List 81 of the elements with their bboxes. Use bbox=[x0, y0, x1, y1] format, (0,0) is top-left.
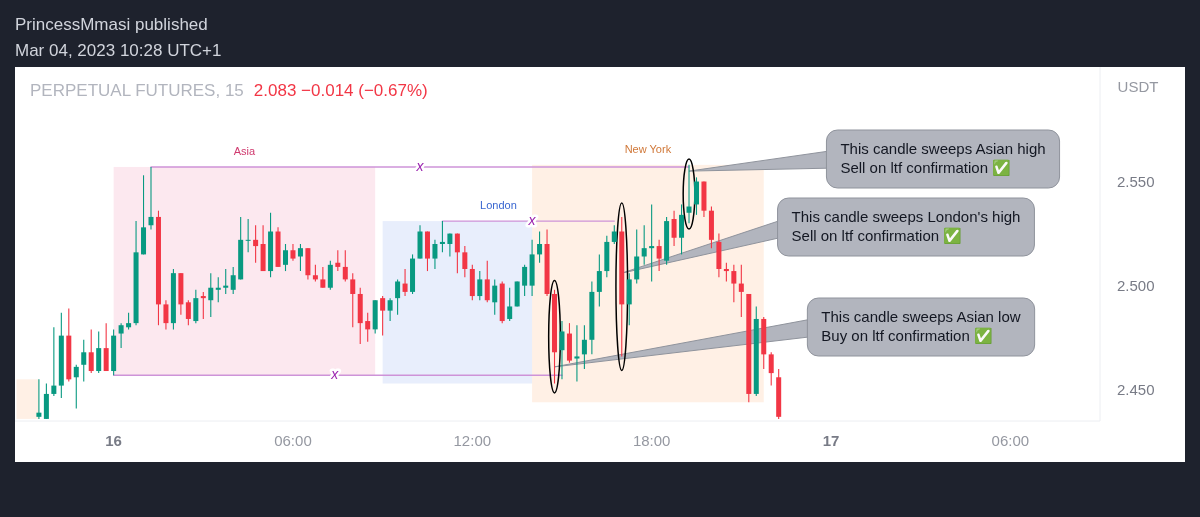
candlestick bbox=[484, 260, 490, 303]
annotation: This candle sweeps London's high Sell on ltf confirmation ✅ bbox=[791, 208, 1021, 245]
candlestick bbox=[350, 272, 356, 328]
candlestick bbox=[88, 328, 94, 374]
candlestick bbox=[559, 320, 565, 380]
candlestick bbox=[118, 322, 124, 349]
candlestick bbox=[492, 278, 498, 316]
candlestick bbox=[96, 330, 102, 374]
candlestick bbox=[81, 339, 87, 382]
candlestick bbox=[641, 224, 647, 266]
y-tick-label: 2.500 bbox=[1117, 276, 1155, 294]
candlestick bbox=[454, 233, 460, 274]
candlestick bbox=[283, 243, 289, 272]
candlestick bbox=[185, 299, 191, 326]
candlestick bbox=[611, 224, 617, 245]
candlestick bbox=[320, 266, 326, 289]
candlestick bbox=[253, 224, 259, 264]
candlestick bbox=[507, 287, 513, 322]
candlestick bbox=[462, 245, 468, 278]
candlestick bbox=[731, 264, 737, 303]
candlestick bbox=[297, 243, 303, 272]
candlestick bbox=[36, 378, 42, 420]
candlestick bbox=[365, 312, 371, 343]
text: 2.083 −0.014 (−0.67%) bbox=[253, 81, 428, 100]
candlestick bbox=[327, 260, 333, 291]
x-tick-label: 16 bbox=[105, 432, 122, 449]
band-label: New York bbox=[624, 142, 672, 155]
candlestick bbox=[768, 351, 774, 387]
candlestick bbox=[596, 253, 602, 308]
candlestick bbox=[723, 262, 729, 283]
annotation: This candle sweeps Asian low Buy on ltf confirmation ✅ bbox=[821, 308, 1021, 345]
candlestick bbox=[223, 268, 229, 295]
candlestick bbox=[103, 322, 109, 372]
candlestick bbox=[432, 239, 438, 270]
text: Mar 04, 2023 10:28 UTC+1 bbox=[15, 41, 222, 60]
candlestick bbox=[245, 218, 251, 253]
candlestick bbox=[73, 364, 79, 410]
candlestick bbox=[679, 203, 685, 255]
x-tick-label: 17 bbox=[822, 432, 840, 449]
candlestick bbox=[522, 264, 528, 297]
annotation: x bbox=[330, 366, 340, 383]
candlestick bbox=[581, 324, 587, 370]
annotation: x bbox=[415, 157, 425, 174]
candlestick bbox=[656, 239, 662, 272]
candlestick bbox=[215, 276, 221, 303]
candlestick bbox=[335, 249, 341, 272]
candlestick bbox=[574, 324, 580, 382]
candlestick bbox=[738, 264, 744, 318]
x-tick-label: 18:00 bbox=[632, 432, 671, 449]
band-label: London bbox=[480, 199, 517, 212]
candlestick bbox=[230, 266, 236, 295]
annotation: x bbox=[527, 212, 537, 229]
candlestick bbox=[649, 203, 655, 283]
x-tick-label: 12:00 bbox=[453, 432, 492, 449]
candlestick bbox=[537, 230, 543, 264]
candlestick bbox=[163, 299, 169, 330]
annotation: This candle sweeps Asian high Sell on ltf confirmation ✅ bbox=[840, 140, 1046, 177]
candlestick bbox=[686, 164, 692, 224]
x-tick-label: 06:00 bbox=[991, 432, 1030, 449]
candlestick bbox=[402, 268, 408, 297]
candlestick bbox=[634, 228, 640, 285]
x-tick-label: 06:00 bbox=[274, 432, 312, 449]
text: PrincessMmasi published bbox=[15, 15, 208, 34]
candlestick bbox=[208, 272, 214, 318]
y-axis-title: USDT bbox=[1117, 78, 1159, 95]
candlestick bbox=[148, 166, 154, 230]
y-tick-label: 2.550 bbox=[1117, 172, 1155, 190]
candlestick bbox=[200, 291, 206, 320]
candlestick bbox=[671, 210, 677, 247]
candlestick bbox=[693, 176, 699, 216]
candlestick bbox=[380, 295, 386, 337]
text: PERPETUAL FUTURES, 15 bbox=[30, 81, 244, 100]
band-label: Asia bbox=[233, 144, 256, 157]
y-tick-label: 2.450 bbox=[1117, 380, 1155, 398]
candlestick bbox=[51, 326, 57, 397]
candlestick bbox=[193, 289, 199, 324]
candlestick bbox=[395, 278, 401, 316]
candlestick bbox=[387, 297, 393, 322]
candlestick bbox=[439, 220, 445, 253]
candlestick bbox=[477, 270, 483, 301]
candlestick bbox=[342, 249, 348, 283]
